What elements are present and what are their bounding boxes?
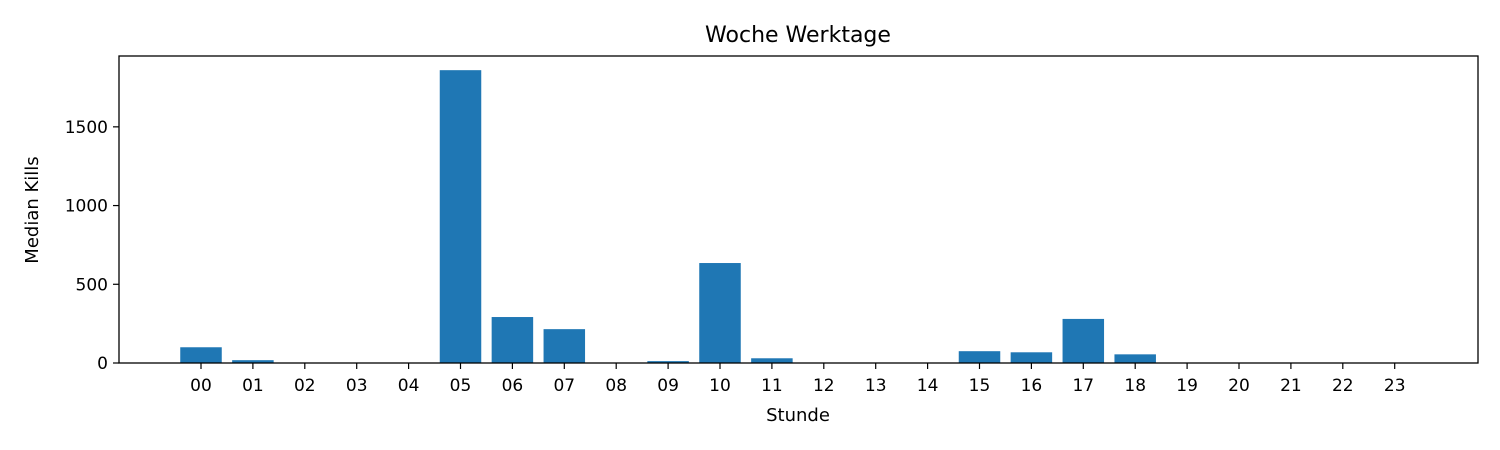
x-axis-label: Stunde	[766, 405, 830, 426]
y-tick-label: 1000	[65, 197, 108, 217]
x-tick-label: 21	[1280, 376, 1302, 396]
plot-frame	[118, 55, 1479, 364]
x-tick-label: 00	[190, 376, 212, 396]
bar-09	[647, 361, 689, 363]
x-tick-label: 02	[294, 376, 316, 396]
bar-18	[1114, 354, 1156, 363]
chart-title: Woche Werktage	[705, 23, 891, 48]
x-tick-label: 15	[969, 376, 991, 396]
bar-10	[699, 263, 741, 363]
x-tick-label: 22	[1332, 376, 1354, 396]
x-tick-label: 06	[502, 376, 524, 396]
x-tick-label: 17	[1072, 376, 1094, 396]
x-tick-label: 12	[813, 376, 835, 396]
x-tick-label: 01	[242, 376, 264, 396]
x-tick-label: 16	[1021, 376, 1043, 396]
x-tick-label: 13	[865, 376, 887, 396]
x-tick-label: 18	[1124, 376, 1146, 396]
y-tick-label: 0	[97, 354, 108, 374]
x-tick-label: 19	[1176, 376, 1198, 396]
y-axis-label: Median Kills	[22, 156, 43, 263]
x-tick-label: 14	[917, 376, 939, 396]
x-tick-label: 04	[398, 376, 420, 396]
bar-01	[232, 360, 274, 363]
y-tick-label: 500	[76, 275, 108, 295]
x-tick-label: 03	[346, 376, 368, 396]
bar-11	[751, 358, 793, 363]
x-tick-label: 10	[709, 376, 731, 396]
x-tick-label: 08	[605, 376, 627, 396]
y-tick-label: 1500	[65, 118, 108, 138]
bar-07	[543, 329, 586, 363]
x-tick-label: 07	[553, 376, 575, 396]
bar-15	[958, 351, 1001, 363]
x-tick-label: 11	[761, 376, 783, 396]
y-axis-ticks: 0 500 1000 1500	[65, 118, 119, 374]
x-tick-label: 09	[657, 376, 679, 396]
bar-05	[439, 70, 482, 364]
bar-00	[180, 347, 222, 363]
bar-06	[491, 317, 534, 363]
bar-17	[1062, 318, 1105, 363]
x-tick-label: 05	[450, 376, 472, 396]
bars-group	[180, 70, 1156, 364]
x-tick-label: 20	[1228, 376, 1250, 396]
bar-16	[1010, 352, 1053, 363]
x-axis-ticks: 00 01 02 03 04 05 06 07 08 09 10 11 12 13 14 15 16 17 18 19…	[190, 363, 1406, 396]
x-tick-label: 23	[1384, 376, 1406, 396]
